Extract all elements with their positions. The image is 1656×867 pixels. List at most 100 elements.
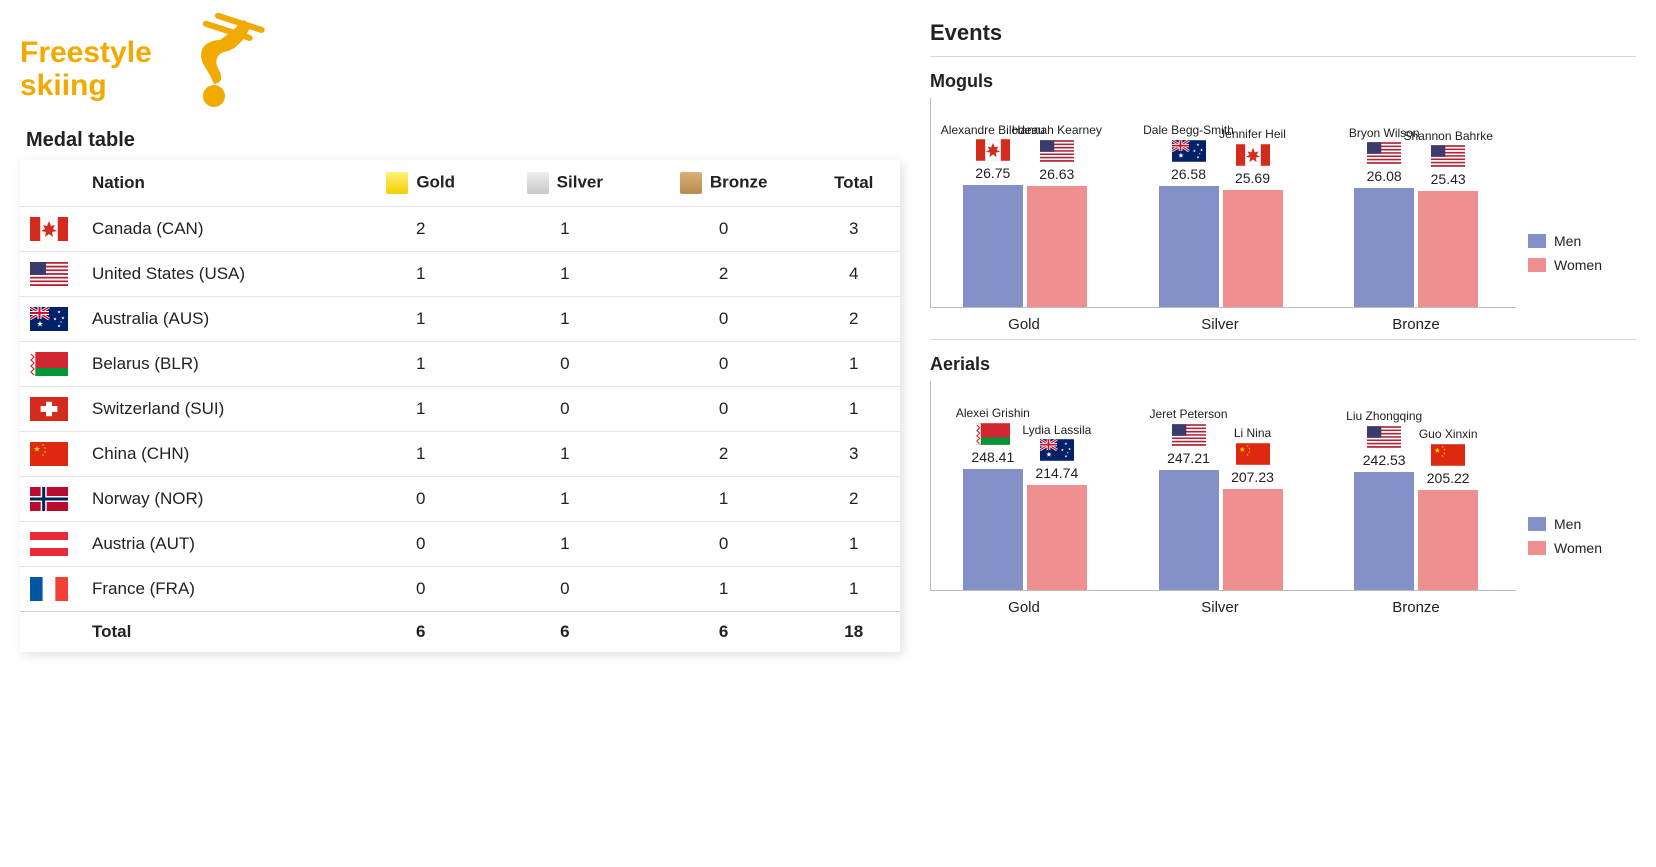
bar-group: Liu Zhongqing 242.53 Guo Xinxin 205.22 (1328, 402, 1504, 590)
athlete-name: Liu Zhongqing (1346, 410, 1422, 424)
total-cell: 1 (807, 522, 900, 567)
col-total: Total (807, 160, 900, 207)
gold-cell: 1 (352, 432, 490, 477)
bar-group: Jeret Peterson 247.21 Li Nina 207.23 (1133, 401, 1309, 590)
x-tick: Silver (1132, 316, 1308, 333)
silver-cell: 1 (490, 522, 640, 567)
bar-rect-men (1354, 472, 1414, 590)
flag-cell (20, 252, 82, 297)
bar-value: 25.69 (1235, 170, 1270, 186)
medal-table: Nation Gold Silver Bronze Total Canada (… (20, 160, 900, 652)
bar-rect-women (1418, 191, 1478, 307)
x-axis: Gold Silver Bronze (930, 308, 1516, 333)
x-tick: Gold (936, 316, 1112, 333)
col-nation: Nation (82, 160, 352, 207)
title-line1: Freestyle (20, 36, 152, 69)
silver-cell: 0 (490, 387, 640, 432)
chart-title: Aerials (930, 354, 1636, 375)
total-cell: 4 (807, 252, 900, 297)
table-row: United States (USA)1124 (20, 252, 900, 297)
bar-men: Bryon Wilson 26.08 (1354, 127, 1414, 307)
bar-men: Dale Begg-Smith 26.58 (1159, 124, 1219, 307)
bar-women: Li Nina 207.23 (1223, 427, 1283, 590)
events-heading: Events (930, 20, 1636, 46)
gold-medal-icon (386, 172, 408, 194)
bronze-cell: 2 (640, 252, 808, 297)
bar-men: Alexei Grishin 248.41 (963, 407, 1023, 590)
total-cell: 3 (807, 207, 900, 252)
legend-men: Men (1528, 516, 1636, 532)
bar-rect-men (1354, 188, 1414, 307)
right-column: Events Moguls Alexandre Bilodeau 26.75 H… (900, 10, 1636, 867)
bar-value: 205.22 (1427, 470, 1470, 486)
flag-cell (20, 477, 82, 522)
nation-cell: Switzerland (SUI) (82, 387, 352, 432)
gold-cell: 1 (352, 342, 490, 387)
chart: Alexandre Bilodeau 26.75 Hannah Kearney … (930, 98, 1636, 333)
flag-cell (20, 342, 82, 387)
bronze-cell: 0 (640, 387, 808, 432)
bronze-cell: 0 (640, 342, 808, 387)
bar-value: 242.53 (1363, 452, 1406, 468)
flag-cell (20, 207, 82, 252)
x-axis: GoldSilverBronze (930, 591, 1516, 616)
bar-rect-women (1418, 490, 1478, 590)
nation-cell: France (FRA) (82, 567, 352, 612)
athlete-name: Guo Xinxin (1419, 428, 1478, 442)
bronze-cell: 0 (640, 207, 808, 252)
bar-rect-women (1223, 489, 1283, 590)
bar-group: Bryon Wilson 26.08 Shannon Bahrke 25.43 (1328, 104, 1504, 308)
silver-cell: 1 (490, 252, 640, 297)
athlete-name: Shannon Bahrke (1403, 130, 1492, 144)
bar-group: Alexandre Bilodeau 26.75 Hannah Kearney … (937, 98, 1113, 307)
x-tick: Bronze (1328, 316, 1504, 333)
bar-value: 26.63 (1039, 166, 1074, 182)
legend-women: Women (1528, 257, 1636, 273)
nation-cell: Canada (CAN) (82, 207, 352, 252)
bronze-medal-icon (680, 172, 702, 194)
table-row: Canada (CAN)2103 (20, 207, 900, 252)
athlete-name: Lydia Lassila (1022, 424, 1091, 438)
silver-cell: 0 (490, 342, 640, 387)
chart: Alexei Grishin 248.41 Lydia Lassila 214.… (930, 381, 1636, 616)
bar-value: 26.75 (975, 165, 1010, 181)
silver-medal-icon (527, 172, 549, 194)
col-silver: Silver (490, 160, 640, 207)
col-gold: Gold (352, 160, 490, 207)
nation-cell: Australia (AUS) (82, 297, 352, 342)
gold-cell: 1 (352, 252, 490, 297)
bar-rect-women (1223, 190, 1283, 307)
medal-table-heading: Medal table (26, 129, 900, 152)
bar-value: 214.74 (1035, 465, 1078, 481)
gold-cell: 1 (352, 387, 490, 432)
gold-cell: 0 (352, 567, 490, 612)
nation-cell: Austria (AUT) (82, 522, 352, 567)
athlete-name: Li Nina (1234, 427, 1271, 441)
bar-rect-men (1159, 470, 1219, 591)
athlete-name: Jennifer Heil (1219, 128, 1286, 142)
x-tick: Bronze (1328, 599, 1504, 616)
bar-group: Dale Begg-Smith 26.58 Jennifer Heil 25.6… (1133, 102, 1309, 307)
bar-value: 248.41 (971, 449, 1014, 465)
bar-women: Jennifer Heil 25.69 (1223, 128, 1283, 307)
bar-men: Liu Zhongqing 242.53 (1354, 410, 1414, 590)
legend-women: Women (1528, 540, 1636, 556)
left-column: Freestyle skiing Medal table (20, 10, 900, 867)
gold-cell: 2 (352, 207, 490, 252)
table-row: Belarus (BLR)1001 (20, 342, 900, 387)
bronze-cell: 0 (640, 522, 808, 567)
flag-cell (20, 387, 82, 432)
table-row: Australia (AUS)1102 (20, 297, 900, 342)
bar-women: Guo Xinxin 205.22 (1418, 428, 1478, 590)
bronze-cell: 1 (640, 567, 808, 612)
col-bronze: Bronze (640, 160, 808, 207)
legend-men: Men (1528, 233, 1636, 249)
bar-rect-women (1027, 186, 1087, 307)
page-header: Freestyle skiing (20, 10, 900, 115)
gold-cell: 0 (352, 522, 490, 567)
total-cell: 2 (807, 297, 900, 342)
silver-cell: 1 (490, 432, 640, 477)
flag-cell (20, 522, 82, 567)
flag-cell (20, 567, 82, 612)
title-line2: skiing (20, 69, 107, 102)
